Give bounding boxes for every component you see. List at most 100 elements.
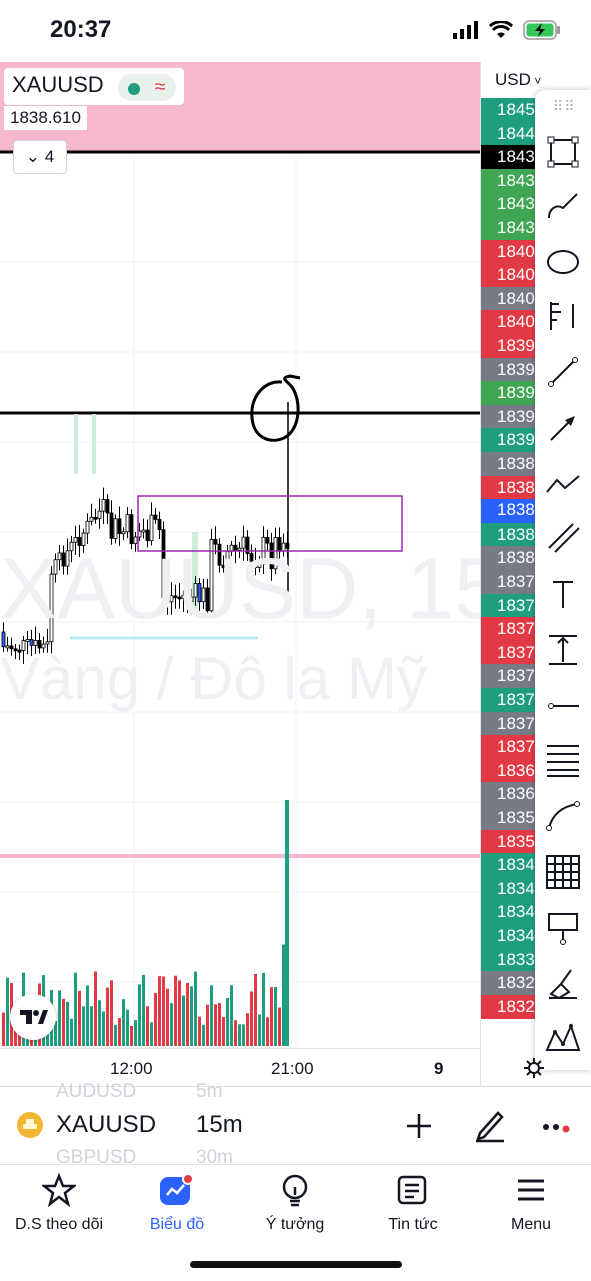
curve-tool-icon[interactable] bbox=[543, 796, 583, 836]
nav-menu[interactable]: Menu bbox=[472, 1173, 590, 1234]
brush-tool-icon[interactable] bbox=[543, 186, 583, 226]
more-options-icon[interactable] bbox=[542, 1121, 574, 1133]
candle bbox=[5, 645, 10, 649]
drag-handle-icon[interactable]: ⠿⠿ bbox=[553, 98, 576, 114]
symbol-name[interactable]: XAUUSD bbox=[12, 72, 104, 97]
candle bbox=[53, 559, 58, 575]
battery-charging-icon bbox=[523, 20, 560, 40]
time-axis[interactable]: 12:00 21:00 9 bbox=[0, 1048, 480, 1087]
fib-levels-tool-icon[interactable] bbox=[543, 740, 583, 780]
candle bbox=[9, 645, 14, 650]
candle bbox=[101, 499, 106, 512]
tradingview-logo[interactable] bbox=[10, 994, 56, 1040]
volume-bar bbox=[114, 1024, 117, 1046]
volume-bar bbox=[206, 1004, 209, 1046]
pattern-tool-icon[interactable] bbox=[543, 1018, 583, 1058]
volume-bar bbox=[142, 974, 145, 1046]
approx-icon: ≈ bbox=[154, 76, 166, 99]
market-status-badge[interactable]: ≈ bbox=[118, 74, 176, 102]
candle bbox=[249, 553, 254, 562]
volume-bar bbox=[198, 1016, 201, 1046]
indicator-count: 4 bbox=[44, 147, 55, 166]
candle bbox=[21, 640, 26, 651]
highlighter-tool-icon[interactable] bbox=[543, 962, 583, 1002]
chart-canvas[interactable]: XAUUSD, 15 Vàng / Đô la Mỹ bbox=[0, 62, 480, 1048]
nav-label: Ý tưởng bbox=[265, 1216, 325, 1233]
path-tool-icon[interactable] bbox=[543, 464, 583, 504]
candle bbox=[257, 563, 262, 568]
collapse-indicators-button[interactable]: ⌄ 4 bbox=[13, 140, 67, 174]
volume-bar bbox=[190, 986, 193, 1046]
nav-chart[interactable]: Biểu đồ bbox=[118, 1173, 236, 1234]
volume-bar bbox=[82, 1006, 85, 1046]
settings-gear-icon[interactable] bbox=[522, 1056, 546, 1080]
symbol-selector[interactable]: XAUUSD bbox=[56, 1111, 157, 1138]
candle bbox=[65, 550, 70, 567]
nav-label: Tin tức bbox=[388, 1216, 438, 1233]
candle bbox=[241, 536, 246, 549]
drawing-pen-icon[interactable] bbox=[472, 1107, 506, 1143]
volume-bar bbox=[174, 975, 177, 1046]
time-label: 9 bbox=[434, 1059, 444, 1078]
callout-tool-icon[interactable] bbox=[543, 908, 583, 948]
volume-bar bbox=[62, 998, 65, 1046]
pitchfork-tool-icon[interactable] bbox=[543, 296, 583, 336]
horizontal-ray-tool-icon[interactable] bbox=[543, 686, 583, 726]
currency-label: USD bbox=[495, 70, 531, 89]
parallel-channel-tool-icon[interactable] bbox=[543, 518, 583, 558]
chevron-down-icon: ˅ bbox=[530, 74, 542, 88]
arrow-tool-icon[interactable] bbox=[543, 408, 583, 448]
candle bbox=[117, 518, 122, 534]
price-range-tool-icon[interactable] bbox=[543, 630, 583, 670]
candle bbox=[173, 595, 178, 599]
nav-news[interactable]: Tin tức bbox=[354, 1173, 472, 1234]
candle bbox=[145, 529, 150, 542]
text-tool-icon[interactable] bbox=[543, 574, 583, 614]
grid-tool-icon[interactable] bbox=[543, 852, 583, 892]
volume-bar bbox=[162, 976, 165, 1046]
currency-selector[interactable]: USD ˅ bbox=[495, 70, 541, 90]
candle bbox=[165, 597, 170, 603]
candle bbox=[45, 641, 50, 645]
symbol-bar[interactable]: AUDUSD 5m GBPUSD 30m XAUUSD 15m bbox=[0, 1081, 591, 1168]
candle bbox=[169, 595, 174, 603]
symbol-legend[interactable]: XAUUSD ≈ bbox=[4, 68, 184, 106]
green-marker bbox=[74, 414, 78, 474]
nav-watchlist[interactable]: D.S theo dõi bbox=[0, 1172, 118, 1234]
market-open-dot-icon bbox=[128, 83, 141, 96]
candle bbox=[133, 536, 138, 545]
ellipse-tool-icon[interactable] bbox=[543, 242, 583, 282]
gold-coin-icon bbox=[17, 1112, 43, 1138]
volume-bar bbox=[238, 1024, 241, 1046]
watermark-description: Vàng / Đô la Mỹ bbox=[0, 645, 427, 712]
wifi-icon bbox=[489, 21, 513, 38]
chevron-down-icon: ⌄ bbox=[25, 147, 41, 166]
volume-bar bbox=[54, 1021, 57, 1046]
menu-icon bbox=[518, 1179, 544, 1201]
volume-bar bbox=[234, 1020, 237, 1046]
ghost-symbol-above: AUDUSD bbox=[56, 1081, 137, 1102]
interval-selector[interactable]: 15m bbox=[196, 1111, 243, 1138]
candle bbox=[221, 564, 226, 569]
candle bbox=[73, 537, 78, 543]
volume-bar bbox=[166, 988, 169, 1046]
trend-line-tool-icon[interactable] bbox=[543, 352, 583, 392]
volume-bar bbox=[86, 985, 89, 1046]
volume-bar bbox=[202, 1024, 205, 1046]
spike-volume-bar bbox=[285, 800, 289, 1046]
news-icon bbox=[397, 1175, 427, 1205]
lightbulb-icon bbox=[282, 1174, 308, 1207]
volume-bar bbox=[282, 944, 285, 1046]
add-icon[interactable] bbox=[404, 1111, 434, 1141]
home-indicator[interactable] bbox=[190, 1261, 402, 1268]
hand-drawn-circle bbox=[250, 374, 301, 442]
candles bbox=[1, 402, 290, 664]
volume-bar bbox=[138, 984, 141, 1046]
drawing-toolbar[interactable]: ⠿⠿ bbox=[535, 90, 591, 1070]
volume-bar bbox=[106, 987, 109, 1046]
volume-bar bbox=[2, 1012, 5, 1046]
candle bbox=[17, 649, 22, 653]
volume-bar bbox=[74, 972, 77, 1046]
nav-ideas[interactable]: Ý tưởng bbox=[236, 1173, 354, 1234]
rectangle-tool-icon[interactable] bbox=[543, 132, 583, 172]
